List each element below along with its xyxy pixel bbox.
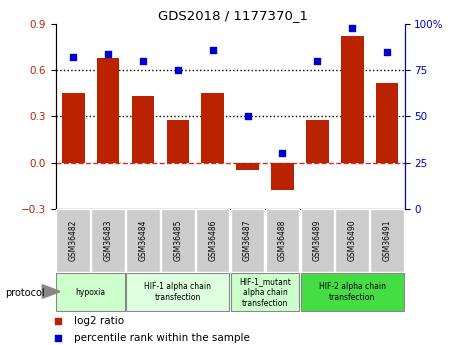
Bar	[57, 273, 125, 312]
Point	[54, 319, 61, 324]
Bar	[166, 119, 189, 162]
Bar	[201, 93, 224, 162]
Text: log2 ratio: log2 ratio	[74, 316, 124, 326]
Bar	[300, 273, 404, 312]
Point	[244, 114, 251, 119]
Bar	[62, 93, 85, 162]
Text: protocol: protocol	[5, 288, 44, 297]
Polygon shape	[42, 285, 60, 298]
Point	[69, 55, 77, 60]
Bar	[336, 209, 369, 272]
Text: percentile rank within the sample: percentile rank within the sample	[74, 333, 250, 343]
Point	[54, 335, 61, 341]
Point	[104, 51, 112, 57]
Bar	[231, 209, 264, 272]
Text: HIF-1 alpha chain
transfection: HIF-1 alpha chain transfection	[144, 282, 212, 303]
Bar	[271, 162, 294, 190]
Bar	[91, 209, 125, 272]
Bar	[97, 58, 120, 162]
Bar	[161, 209, 194, 272]
Text: HIF-1_mutant
alpha chain
transfection: HIF-1_mutant alpha chain transfection	[239, 277, 291, 308]
Bar	[341, 37, 364, 162]
Bar	[126, 209, 160, 272]
Text: GSM36490: GSM36490	[348, 220, 357, 262]
Text: HIF-2 alpha chain
transfection: HIF-2 alpha chain transfection	[319, 282, 386, 303]
Bar	[370, 209, 404, 272]
Bar	[196, 209, 230, 272]
Text: GSM36489: GSM36489	[313, 220, 322, 262]
Text: GSM36491: GSM36491	[383, 220, 392, 262]
Text: GSM36486: GSM36486	[208, 220, 217, 262]
Point	[349, 25, 356, 31]
Point	[209, 47, 216, 53]
Text: GSM36487: GSM36487	[243, 220, 252, 262]
Point	[279, 150, 286, 156]
Text: GSM36484: GSM36484	[139, 220, 147, 262]
Bar	[57, 209, 90, 272]
Bar	[126, 273, 230, 312]
Text: GSM36488: GSM36488	[278, 220, 287, 261]
Bar	[266, 209, 299, 272]
Point	[383, 49, 391, 55]
Text: GSM36482: GSM36482	[69, 220, 78, 261]
Text: GSM36483: GSM36483	[104, 220, 113, 262]
Point	[139, 58, 146, 64]
Text: hypoxia: hypoxia	[76, 288, 106, 297]
Bar	[132, 97, 154, 162]
Text: GDS2018 / 1177370_1: GDS2018 / 1177370_1	[158, 9, 307, 22]
Bar	[231, 273, 299, 312]
Text: GSM36485: GSM36485	[173, 220, 182, 262]
Point	[313, 58, 321, 64]
Bar	[306, 119, 329, 162]
Point	[174, 68, 181, 73]
Bar	[376, 82, 399, 162]
Bar	[300, 209, 334, 272]
Bar	[236, 162, 259, 170]
